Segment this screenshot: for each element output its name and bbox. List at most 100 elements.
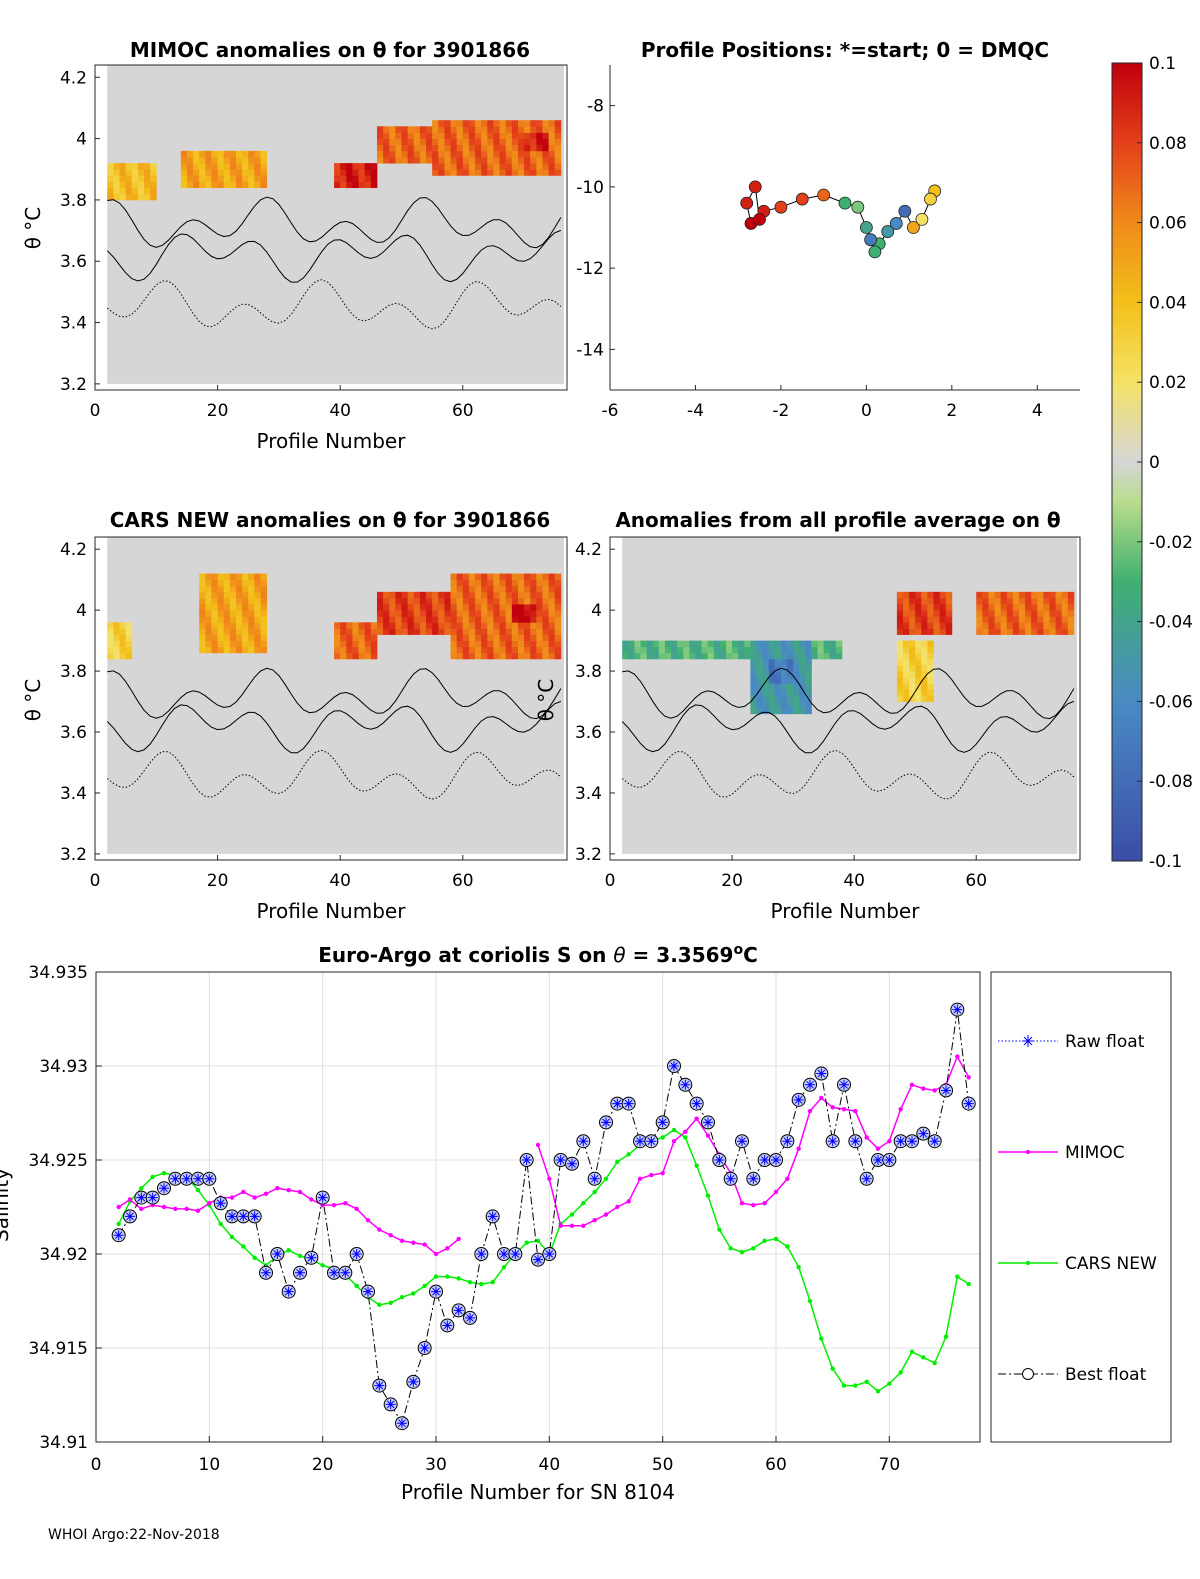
heat-cell [1061, 604, 1069, 611]
heat-cell [988, 604, 995, 611]
heat-cell [456, 156, 464, 164]
heat-cell [444, 156, 451, 164]
salinity-lines [111, 1002, 976, 1431]
positions-panel: Profile Positions: *=start; 0 = DMQC -6-… [576, 38, 1080, 421]
heat-cell [248, 163, 255, 170]
colorbar-tick-label: 0.1 [1149, 54, 1176, 74]
heat-cell [211, 628, 218, 635]
heat-cell [780, 701, 788, 709]
heat-cell [805, 689, 812, 696]
heat-cell [1067, 610, 1075, 617]
heat-cell [896, 664, 904, 672]
heat-cell [933, 610, 941, 617]
heat-cell [186, 175, 194, 182]
heat-cell [1037, 616, 1044, 623]
raw-float-asterisk [351, 1249, 362, 1259]
mimoc-point [739, 1201, 745, 1206]
mimoc-point [705, 1133, 711, 1138]
heat-cell [1055, 616, 1063, 623]
heat-cell [780, 658, 788, 666]
heat-cell [915, 591, 922, 599]
heat-cell [419, 138, 427, 146]
heat-cell [223, 181, 231, 189]
heat-cell [205, 156, 212, 164]
heat-cell [481, 604, 488, 611]
heat-cell [413, 597, 421, 605]
heat-cell [413, 604, 421, 611]
heat-cell [137, 163, 145, 170]
heat-cell [805, 646, 812, 654]
heat-cell [376, 144, 384, 152]
heat-cell [554, 150, 562, 158]
mimoc-point [399, 1238, 405, 1244]
mimoc-point [297, 1189, 303, 1195]
mimoc-point [286, 1187, 291, 1193]
heat-cell [927, 658, 934, 666]
heat-cell [364, 181, 372, 189]
heat-cell [1018, 622, 1026, 629]
heat-cell [242, 616, 249, 623]
heat-cell [511, 156, 519, 164]
heat-cell [1000, 604, 1008, 611]
heat-cell [475, 646, 482, 654]
heat-cell [982, 628, 989, 635]
heat-cell [260, 628, 268, 635]
raw-float-asterisk [555, 1155, 566, 1165]
heat-cell [481, 628, 488, 635]
heat-cell [456, 163, 464, 170]
x-tick-label: 2 [946, 401, 957, 421]
heat-cell [260, 610, 268, 617]
heat-cell [530, 132, 537, 139]
heat-cell [223, 156, 231, 164]
mimoc-point [830, 1105, 835, 1110]
heat-cell [1018, 616, 1026, 623]
cars-new-point [569, 1212, 575, 1217]
heat-cell [407, 126, 415, 133]
heat-cell [896, 671, 904, 678]
heat-cell [119, 187, 127, 195]
heat-cell [462, 591, 470, 599]
heat-cell [554, 156, 562, 164]
raw-float-point [463, 1310, 477, 1325]
heat-cell [358, 163, 366, 170]
heat-cell [744, 652, 751, 660]
colorbar-tick-label: -0.08 [1149, 772, 1193, 792]
heat-cell [921, 677, 928, 684]
raw-float-asterisk [431, 1286, 441, 1297]
heat-cell [493, 646, 500, 654]
raw-float-point [837, 1077, 851, 1092]
x-tick-label: 4 [1032, 401, 1043, 421]
heat-cell [1025, 591, 1032, 599]
x-tick-label: 0 [861, 401, 872, 421]
heat-cell [370, 622, 378, 629]
heat-cell [1043, 616, 1050, 623]
heat-cell [481, 163, 488, 170]
heat-cell [125, 175, 133, 182]
heat-cell [119, 634, 127, 642]
heat-cell [896, 689, 904, 696]
heat-cell [432, 628, 439, 635]
raw-float-asterisk [317, 1192, 328, 1203]
mimoc-point [626, 1199, 631, 1204]
mimoc-point [841, 1107, 847, 1112]
heat-cell [432, 163, 439, 170]
footer-credit: WHOI Argo:22-Nov-2018 [48, 1527, 220, 1543]
heat-cell [205, 591, 212, 599]
heat-cell [1018, 591, 1026, 599]
heat-cell [205, 181, 212, 189]
heat-cell [223, 573, 231, 581]
heat-cell [1049, 604, 1056, 611]
heat-cell [481, 132, 488, 139]
heat-cell [113, 175, 120, 182]
heat-cell [229, 181, 237, 189]
heat-cell [933, 597, 941, 605]
heat-cell [554, 622, 562, 629]
heat-cell [756, 664, 763, 672]
heat-cell [517, 573, 525, 581]
heat-cell [235, 169, 243, 176]
raw-float-point [553, 1153, 568, 1167]
heat-cell [505, 156, 513, 164]
heat-cell [205, 628, 212, 635]
heat-cell [1018, 604, 1026, 611]
heat-cell [364, 652, 372, 660]
